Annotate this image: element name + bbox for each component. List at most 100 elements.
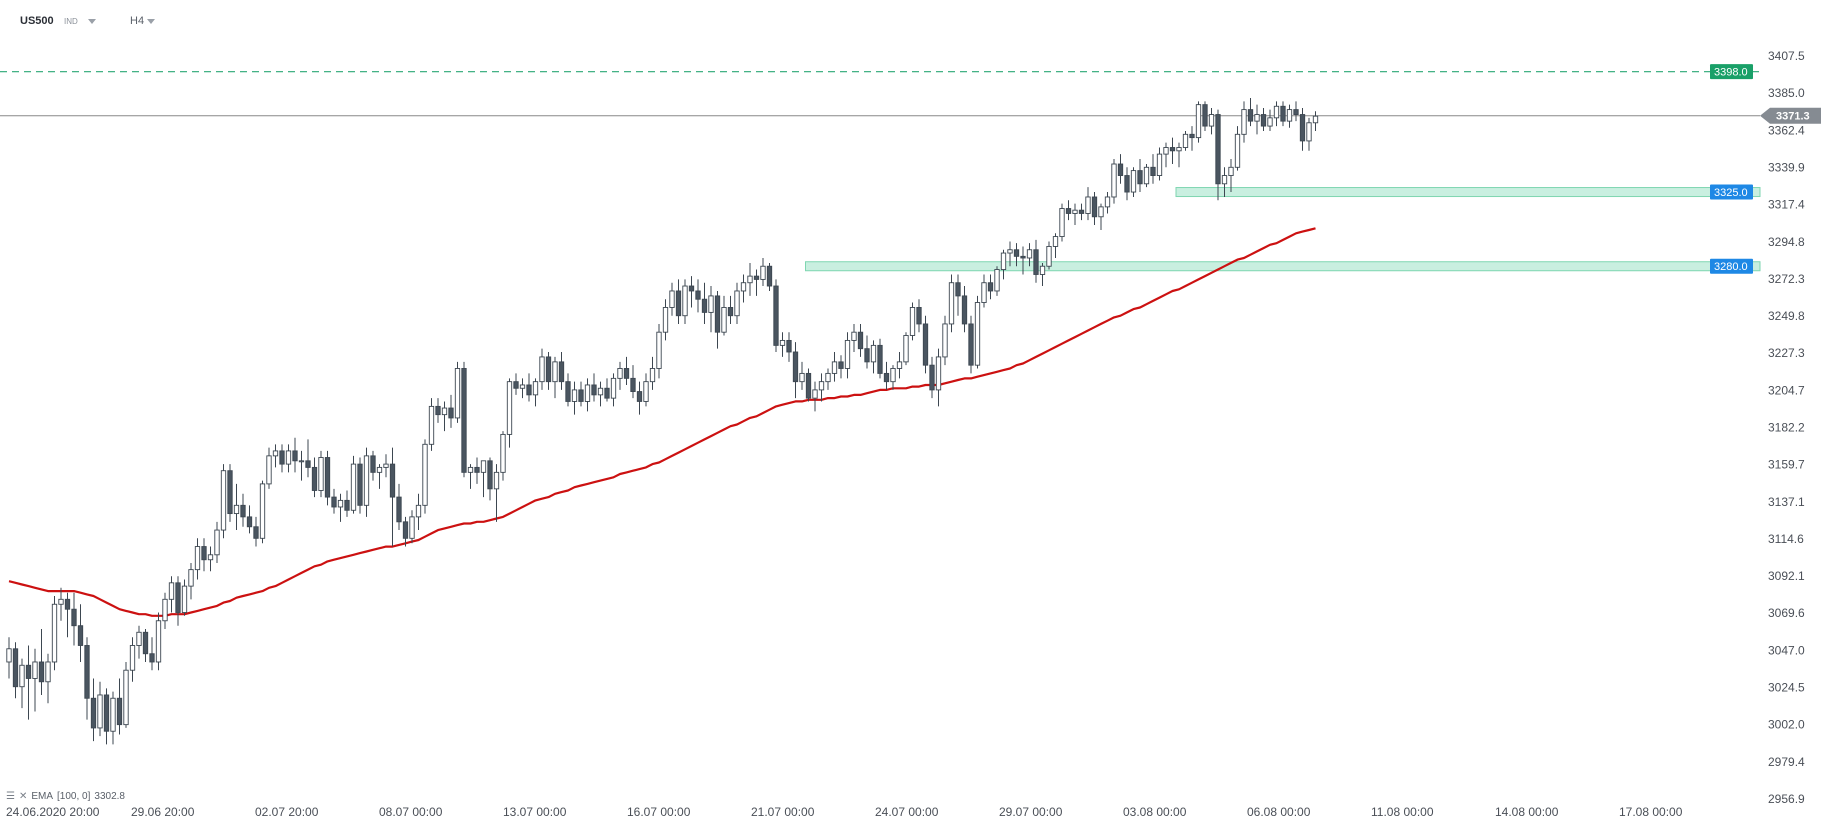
candle-body bbox=[188, 569, 194, 587]
candle bbox=[623, 356, 630, 385]
candle bbox=[25, 645, 32, 720]
candle-body bbox=[708, 295, 714, 313]
candle bbox=[786, 332, 792, 362]
candle bbox=[994, 266, 1000, 296]
candle bbox=[864, 335, 870, 369]
candle-body bbox=[357, 463, 363, 506]
price-axis-label: 2956.9 bbox=[1768, 792, 1805, 806]
time-axis-label: 29.06 20:00 bbox=[131, 805, 195, 819]
candle bbox=[545, 351, 552, 390]
candle-body bbox=[961, 295, 968, 325]
candle bbox=[441, 401, 448, 432]
candle-body bbox=[1208, 114, 1215, 127]
current-price-tag: 3371.3 bbox=[1760, 107, 1821, 124]
symbol-chevron-down-icon[interactable] bbox=[88, 19, 96, 24]
candle-body bbox=[396, 496, 402, 523]
candle-body bbox=[110, 697, 116, 732]
current-price-tag-label: 3371.3 bbox=[1776, 111, 1810, 123]
top-toolbar: US500 IND H4 bbox=[0, 0, 1847, 36]
candle bbox=[792, 342, 799, 399]
candle-body bbox=[1143, 166, 1150, 185]
candle-body bbox=[1195, 104, 1202, 139]
candle-body bbox=[519, 384, 526, 389]
price-axis-label: 3092.1 bbox=[1768, 569, 1805, 583]
candle bbox=[259, 480, 266, 544]
candle-body bbox=[747, 275, 753, 284]
candle bbox=[1046, 241, 1052, 270]
candle bbox=[987, 274, 994, 300]
symbol-selector[interactable]: US500 bbox=[20, 15, 54, 27]
candle bbox=[584, 378, 591, 412]
candle-body bbox=[1202, 104, 1208, 127]
candle-body bbox=[532, 381, 539, 396]
candle-body bbox=[467, 466, 474, 473]
candle-body bbox=[558, 361, 565, 383]
time-axis-label: 11.08 00:00 bbox=[1371, 805, 1434, 819]
candle bbox=[1176, 142, 1182, 168]
candle bbox=[766, 262, 773, 291]
candle-body bbox=[786, 339, 792, 353]
candle bbox=[331, 488, 337, 514]
candle-body bbox=[64, 598, 71, 610]
candle-body bbox=[376, 466, 383, 473]
candle-body bbox=[851, 331, 857, 341]
candle bbox=[1065, 200, 1072, 221]
candle-body bbox=[994, 269, 1000, 292]
menu-icon[interactable]: ☰ bbox=[6, 791, 15, 802]
candle bbox=[1137, 159, 1143, 193]
candle-body bbox=[123, 669, 129, 726]
candle-body bbox=[77, 625, 84, 646]
candle-body bbox=[487, 460, 493, 490]
candle-body bbox=[311, 466, 318, 491]
candle-body bbox=[896, 361, 903, 369]
candle-body bbox=[1293, 109, 1299, 115]
candle-body bbox=[383, 463, 389, 468]
candle bbox=[1182, 131, 1189, 151]
candle bbox=[51, 596, 58, 671]
price-axis-label: 3227.3 bbox=[1768, 346, 1805, 360]
candle bbox=[597, 381, 604, 407]
candle bbox=[285, 444, 292, 473]
candle-body bbox=[285, 450, 292, 465]
candle bbox=[708, 286, 714, 333]
candle bbox=[961, 286, 968, 333]
candle-body bbox=[539, 356, 545, 383]
candle bbox=[1195, 101, 1202, 143]
candle bbox=[513, 373, 519, 395]
timeframe-chevron-down-icon[interactable] bbox=[147, 19, 155, 24]
candle bbox=[461, 361, 467, 478]
candle bbox=[220, 464, 227, 539]
timeframe-selector[interactable]: H4 bbox=[130, 15, 145, 27]
time-axis-label: 14.08 00:00 bbox=[1495, 805, 1559, 819]
close-icon[interactable]: ✕ bbox=[18, 791, 28, 802]
candle-body bbox=[584, 384, 591, 402]
candle-body bbox=[649, 368, 656, 383]
candle bbox=[480, 460, 487, 498]
time-axis-label: 08.07 00:00 bbox=[379, 805, 443, 819]
candle bbox=[253, 516, 259, 547]
candle bbox=[552, 356, 558, 399]
candle-body bbox=[675, 290, 682, 317]
level-tag-box bbox=[1710, 64, 1753, 80]
candle-body bbox=[942, 323, 948, 358]
candle bbox=[636, 381, 643, 415]
candle bbox=[1208, 107, 1215, 135]
price-axis-label: 3385.0 bbox=[1768, 86, 1805, 100]
candle-body bbox=[415, 504, 422, 518]
candle-body bbox=[623, 368, 630, 379]
candle bbox=[506, 378, 513, 448]
candle bbox=[844, 332, 851, 379]
candle-body bbox=[1065, 208, 1072, 214]
candle-body bbox=[6, 648, 12, 663]
candle bbox=[675, 279, 682, 324]
candle bbox=[1273, 101, 1280, 127]
candle bbox=[1091, 192, 1098, 226]
candle-body bbox=[597, 387, 604, 396]
candle-body bbox=[1085, 196, 1091, 214]
level-tag-label: 3398.0 bbox=[1714, 67, 1748, 79]
candle-body bbox=[1299, 114, 1306, 142]
candle bbox=[214, 521, 220, 564]
price-axis-label: 2979.4 bbox=[1768, 755, 1805, 769]
candle bbox=[77, 604, 84, 662]
